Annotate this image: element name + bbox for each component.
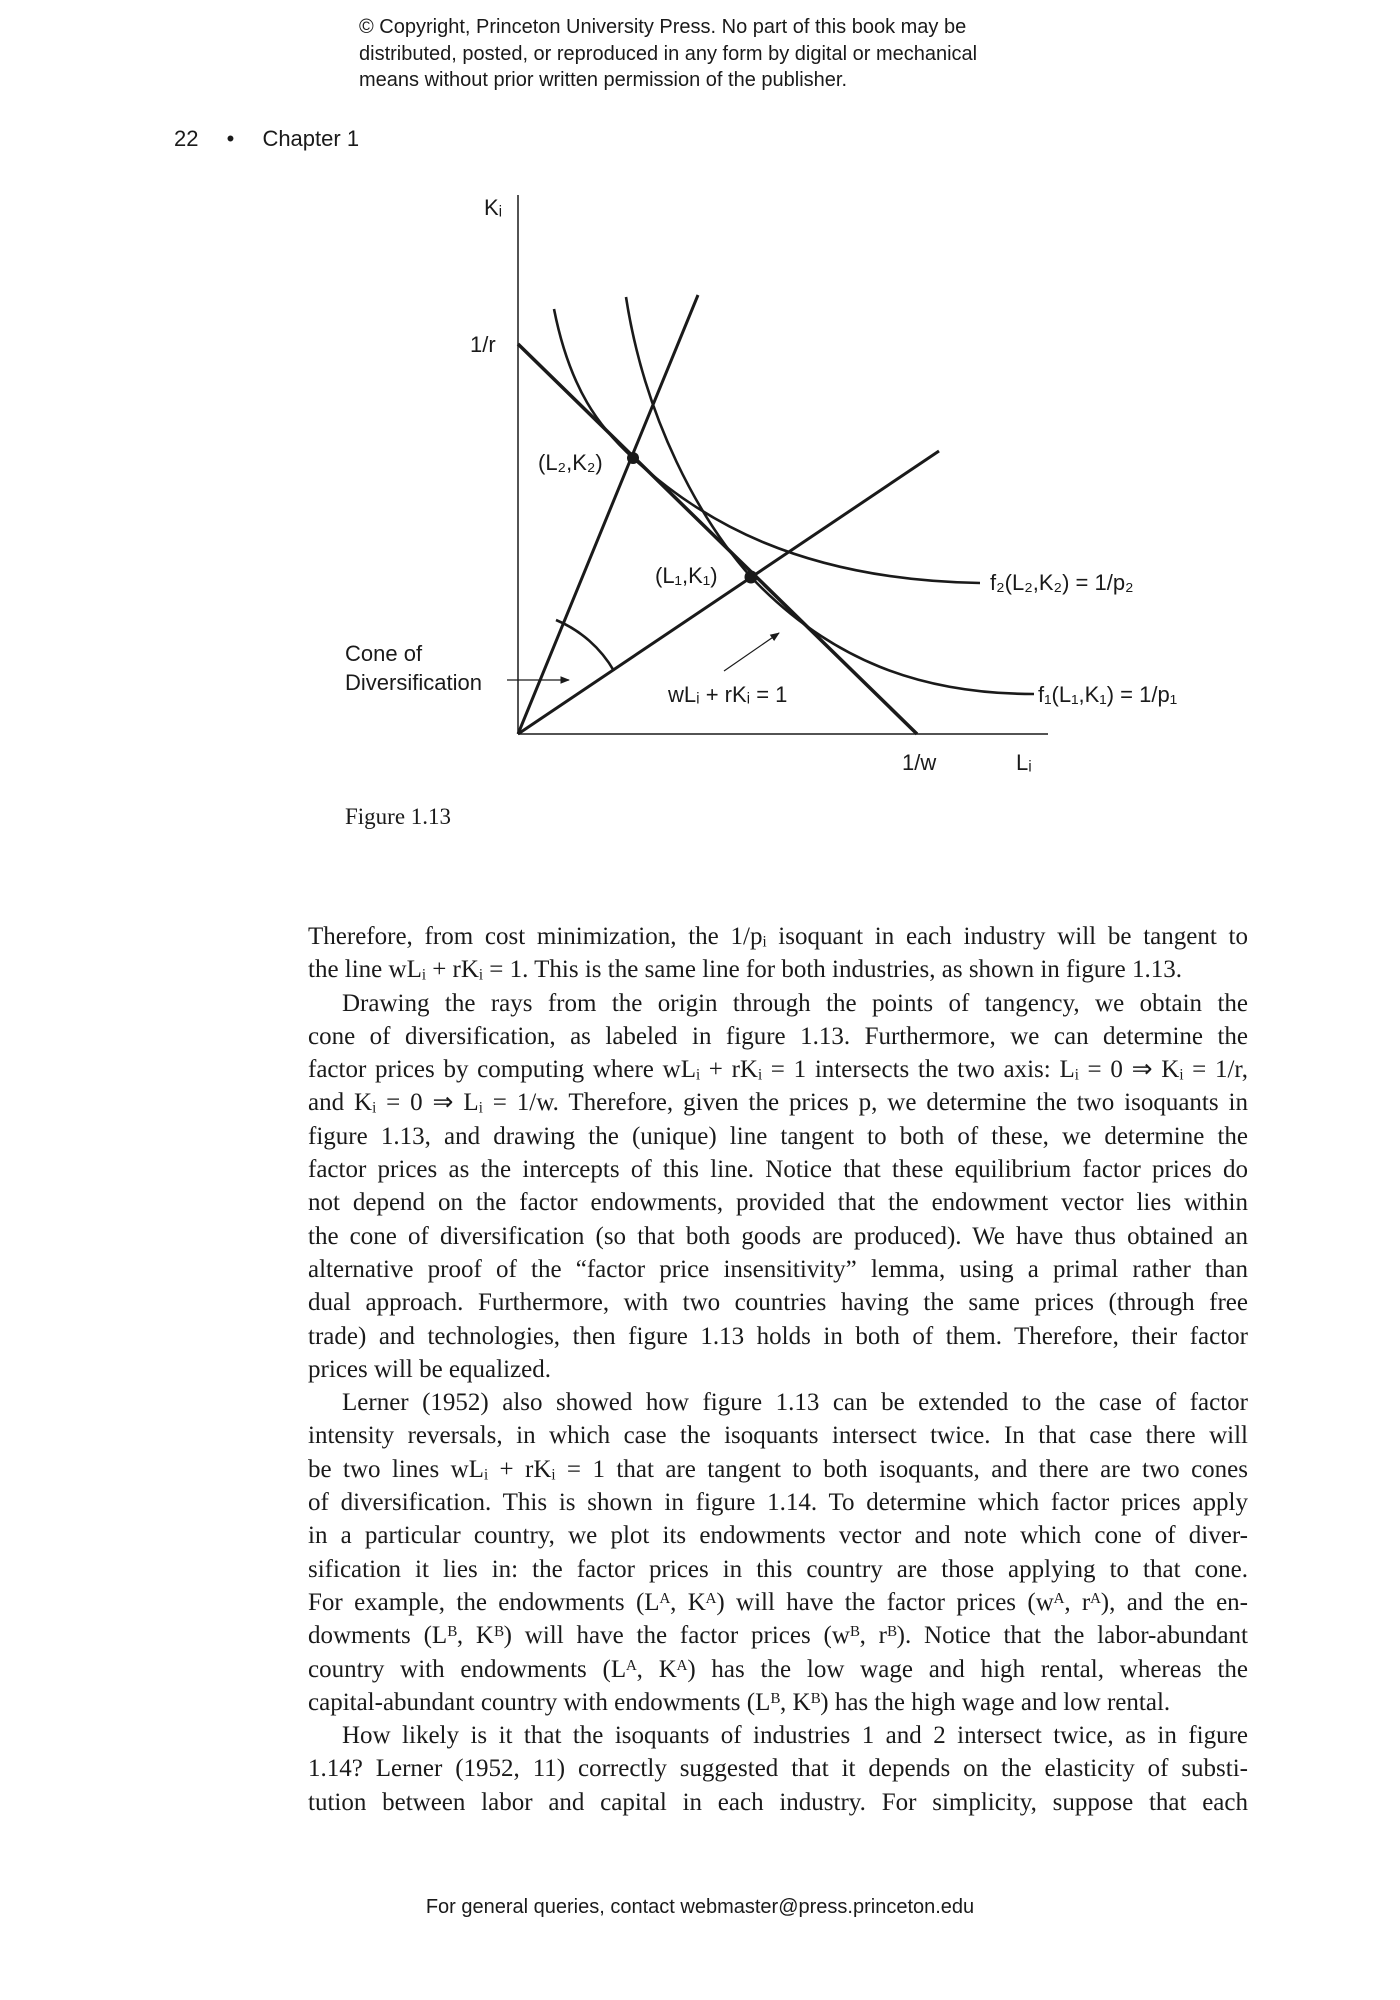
text-line: 1.14? Lerner (1952, 11) correctly sugges… bbox=[308, 1755, 1248, 1783]
figure-caption: Figure 1.13 bbox=[345, 804, 452, 829]
x-intercept-label: 1/w bbox=[902, 750, 936, 775]
copyright-notice: © Copyright, Princeton University Press.… bbox=[359, 14, 977, 94]
cone-label: Cone of bbox=[345, 641, 423, 666]
text-line: of diversification. This is shown in fig… bbox=[308, 1489, 1248, 1517]
text-line: Drawing the rays from the origin through… bbox=[342, 989, 1248, 1017]
text-line: Therefore, from cost minimization, the 1… bbox=[308, 923, 1248, 950]
x-axis-label: Lᵢ bbox=[1016, 750, 1032, 775]
isoquant-2 bbox=[552, 308, 981, 585]
cone-angle-arc bbox=[555, 618, 616, 672]
copyright-line: distributed, posted, or reproduced in an… bbox=[359, 42, 978, 65]
tangency-point-2 bbox=[627, 452, 639, 464]
ray-industry-2 bbox=[516, 294, 700, 735]
copyright-line: means without prior written permission o… bbox=[359, 69, 848, 91]
text-line: country with endowments (Lᴬ, Kᴬ) has the… bbox=[308, 1655, 1248, 1683]
tangency-point-1 bbox=[744, 570, 758, 584]
text-line: and Kᵢ = 0 ⇒ Lᵢ = 1/w. Therefore, given … bbox=[308, 1089, 1248, 1117]
text-line: tution between labor and capital in each… bbox=[308, 1788, 1248, 1816]
text-line: capital-abundant country with endowments… bbox=[308, 1688, 1171, 1716]
page-number: 22 bbox=[174, 126, 199, 151]
budget-line bbox=[516, 342, 919, 736]
text-line: prices will be equalized. bbox=[308, 1355, 551, 1383]
text-line: sification it lies in: the factor prices… bbox=[308, 1555, 1248, 1583]
text-line: trade) and technologies, then figure 1.1… bbox=[308, 1322, 1248, 1350]
text-line: factor prices as the intercepts of this … bbox=[308, 1156, 1248, 1184]
footer-contact: For general queries, contact webmaster@p… bbox=[425, 1896, 975, 1918]
text-line: alternative proof of the “factor price i… bbox=[308, 1255, 1248, 1283]
figure-1-13-diagram: Kᵢ Lᵢ 1/r 1/w (L₂,K₂) (L₁,K₁) f₂(L₂,K₂) … bbox=[345, 195, 1177, 775]
budget-line-arrow bbox=[723, 632, 780, 672]
text-line: figure 1.13, and drawing the (unique) li… bbox=[308, 1122, 1248, 1150]
isoquant-1 bbox=[624, 296, 1035, 696]
isoquant-1-label: f₁(L₁,K₁) = 1/p₁ bbox=[1038, 682, 1177, 707]
body-text: Therefore, from cost minimization, the 1… bbox=[308, 920, 1248, 1819]
running-head: 22 • Chapter 1 bbox=[174, 126, 381, 152]
text-line: not depend on the factor endowments, pro… bbox=[308, 1189, 1248, 1217]
chapter-title: Chapter 1 bbox=[262, 126, 360, 151]
separator-bullet: • bbox=[226, 126, 235, 151]
text-line: For example, the endowments (Lᴬ, Kᴬ) wil… bbox=[308, 1588, 1248, 1616]
text-line: Lerner (1952) also showed how figure 1.1… bbox=[342, 1389, 1248, 1417]
cone-label: Diversification bbox=[345, 670, 482, 695]
text-line: How likely is it that the isoquants of i… bbox=[342, 1722, 1248, 1750]
copyright-line: © Copyright, Princeton University Press.… bbox=[359, 16, 967, 38]
text-line: in a particular country, we plot its end… bbox=[308, 1522, 1248, 1550]
text-line: intensity reversals, in which case the i… bbox=[308, 1422, 1248, 1450]
y-intercept-label: 1/r bbox=[470, 332, 496, 357]
text-line: the cone of diversification (so that bot… bbox=[308, 1222, 1248, 1250]
text-line: dowments (Lᴮ, Kᴮ) will have the factor p… bbox=[308, 1622, 1248, 1650]
ray-industry-1 bbox=[517, 449, 940, 736]
text-line: the line wLᵢ + rKᵢ = 1. This is the same… bbox=[308, 956, 1182, 984]
isoquant-2-label: f₂(L₂,K₂) = 1/p₂ bbox=[990, 570, 1134, 595]
y-axis-label: Kᵢ bbox=[484, 195, 502, 220]
budget-line-label: wLᵢ + rKᵢ = 1 bbox=[667, 682, 787, 707]
point-1-label: (L₁,K₁) bbox=[655, 563, 718, 588]
text-line: dual approach. Furthermore, with two cou… bbox=[308, 1289, 1248, 1317]
text-line: cone of diversification, as labeled in f… bbox=[308, 1022, 1248, 1050]
text-line: be two lines wLᵢ + rKᵢ = 1 that are tang… bbox=[308, 1455, 1248, 1483]
text-line: factor prices by computing where wLᵢ + r… bbox=[308, 1056, 1248, 1084]
point-2-label: (L₂,K₂) bbox=[538, 450, 603, 475]
